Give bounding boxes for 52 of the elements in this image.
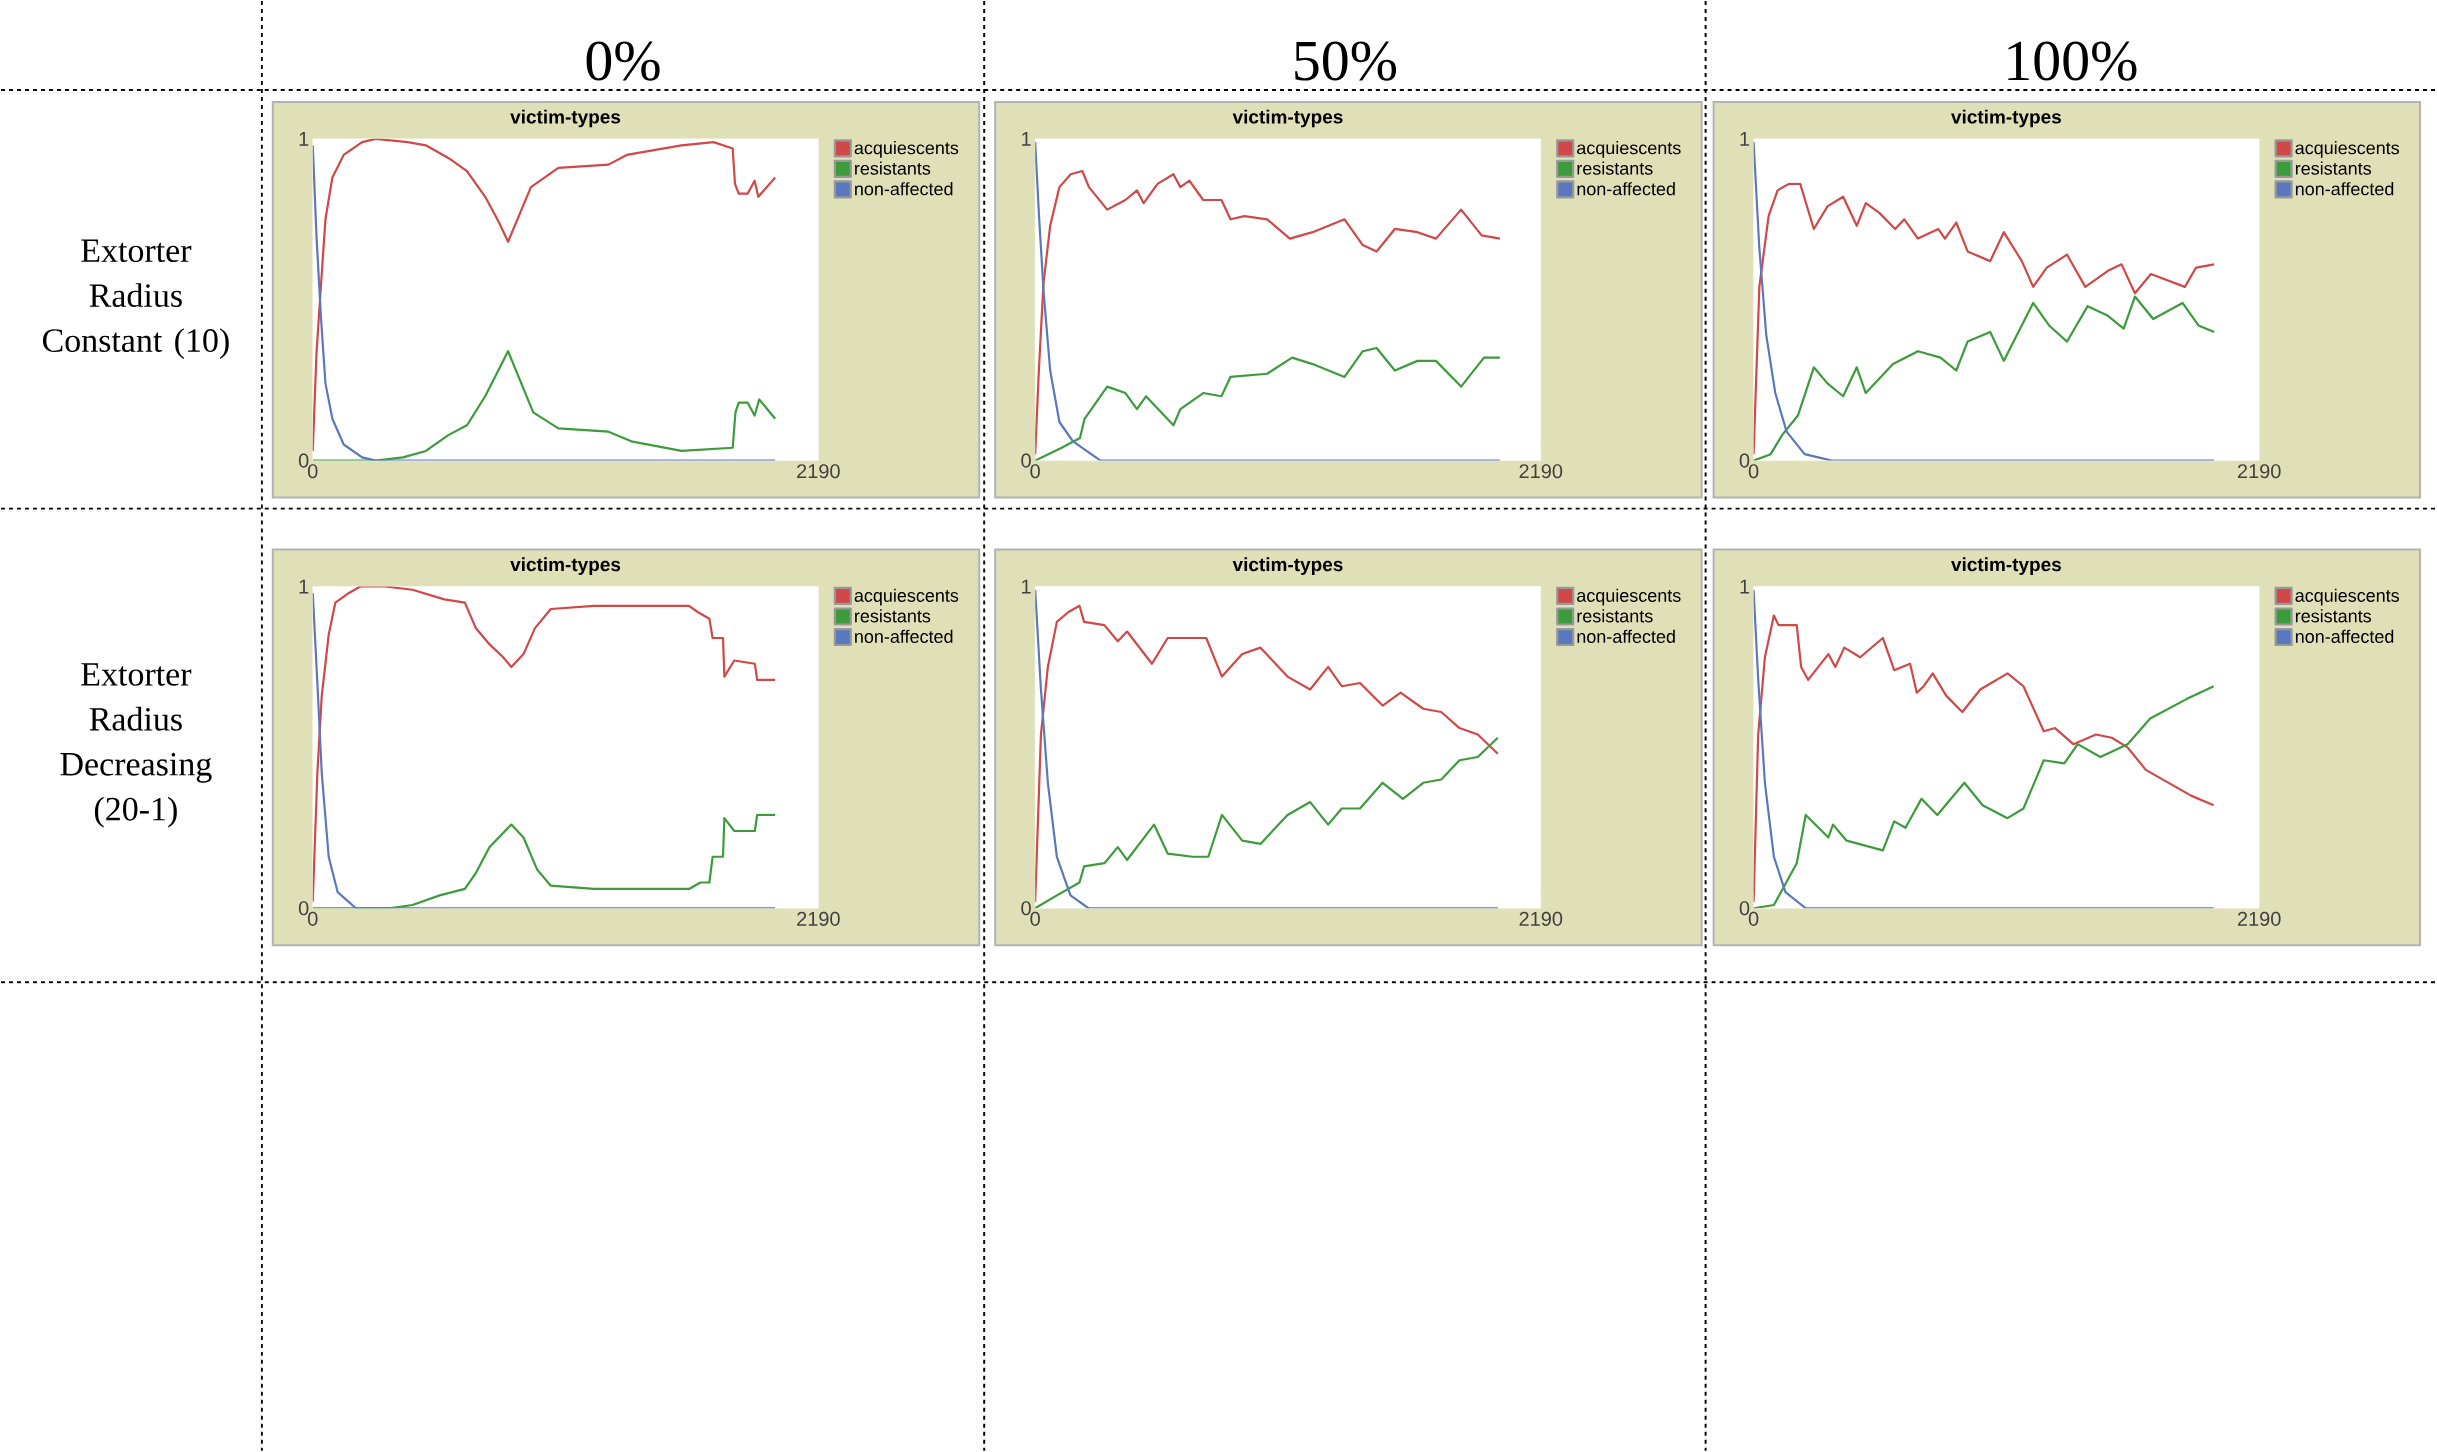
line-series bbox=[1035, 346, 1501, 461]
x-tick-label: 2190 bbox=[1519, 911, 1563, 927]
chart-title: victim-types bbox=[510, 109, 621, 128]
x-tick-label: 2190 bbox=[1519, 464, 1563, 479]
legend-label: resistants bbox=[2295, 161, 2372, 175]
legend-label: non-affected bbox=[1577, 182, 1675, 196]
x-tick-label: 2190 bbox=[2237, 464, 2281, 479]
chart-title: victim-types bbox=[1232, 109, 1343, 128]
line-series bbox=[1753, 295, 2216, 461]
text: 100% bbox=[2008, 41, 2137, 81]
legend-label: non-affected bbox=[2295, 629, 2394, 644]
y-tick-label: 1 bbox=[1022, 132, 1031, 146]
legend-label: resistants bbox=[855, 161, 931, 175]
line-series bbox=[312, 813, 777, 909]
text: 0% bbox=[586, 41, 660, 81]
x-tick-label: 2190 bbox=[2237, 911, 2281, 927]
y-tick-label: 0 bbox=[1021, 901, 1031, 916]
legend-label: acquiescents bbox=[1577, 141, 1681, 158]
y-tick-label: 0 bbox=[298, 453, 309, 468]
legend-label: non-affected bbox=[855, 629, 953, 644]
legend-label: acquiescents bbox=[854, 141, 959, 158]
line-series bbox=[1035, 736, 1499, 909]
y-tick-label: 1 bbox=[299, 579, 309, 594]
legend-label: resistants bbox=[1577, 609, 1653, 623]
legend-label: acquiescents bbox=[854, 588, 959, 606]
x-tick-label: 2190 bbox=[797, 911, 840, 927]
legend-label: non-affected bbox=[855, 182, 953, 196]
legend-label: acquiescents bbox=[2295, 588, 2400, 606]
y-tick-label: 0 bbox=[298, 901, 309, 916]
legend-label: acquiescents bbox=[2295, 141, 2400, 158]
legend-label: non-affected bbox=[1577, 629, 1675, 644]
legend-label: resistants bbox=[855, 609, 931, 623]
chart-title: victim-types bbox=[1951, 557, 2061, 576]
legend-label: resistants bbox=[2295, 609, 2372, 623]
legend-label: resistants bbox=[1577, 161, 1653, 175]
line-series bbox=[1753, 685, 2215, 909]
y-tick-label: 1 bbox=[299, 132, 309, 146]
x-tick-label: 2190 bbox=[797, 464, 840, 479]
y-tick-label: 0 bbox=[1739, 453, 1750, 468]
y-tick-label: 1 bbox=[1740, 579, 1750, 594]
legend-label: non-affected bbox=[2295, 182, 2394, 196]
legend-label: acquiescents bbox=[1577, 588, 1681, 606]
text: Extorter Radius Decreasing (20-1) bbox=[60, 663, 212, 828]
y-tick-label: 1 bbox=[1740, 132, 1750, 146]
y-tick-label: 0 bbox=[1021, 453, 1031, 468]
chart-title: victim-types bbox=[1951, 109, 2061, 128]
y-tick-label: 0 bbox=[1739, 901, 1750, 916]
chart-title: victim-types bbox=[510, 557, 621, 576]
chart-title: victim-types bbox=[1232, 557, 1343, 576]
text: Extorter Radius Constant (10) bbox=[42, 239, 229, 360]
y-tick-label: 1 bbox=[1022, 579, 1031, 594]
text: 50% bbox=[1295, 41, 1397, 81]
